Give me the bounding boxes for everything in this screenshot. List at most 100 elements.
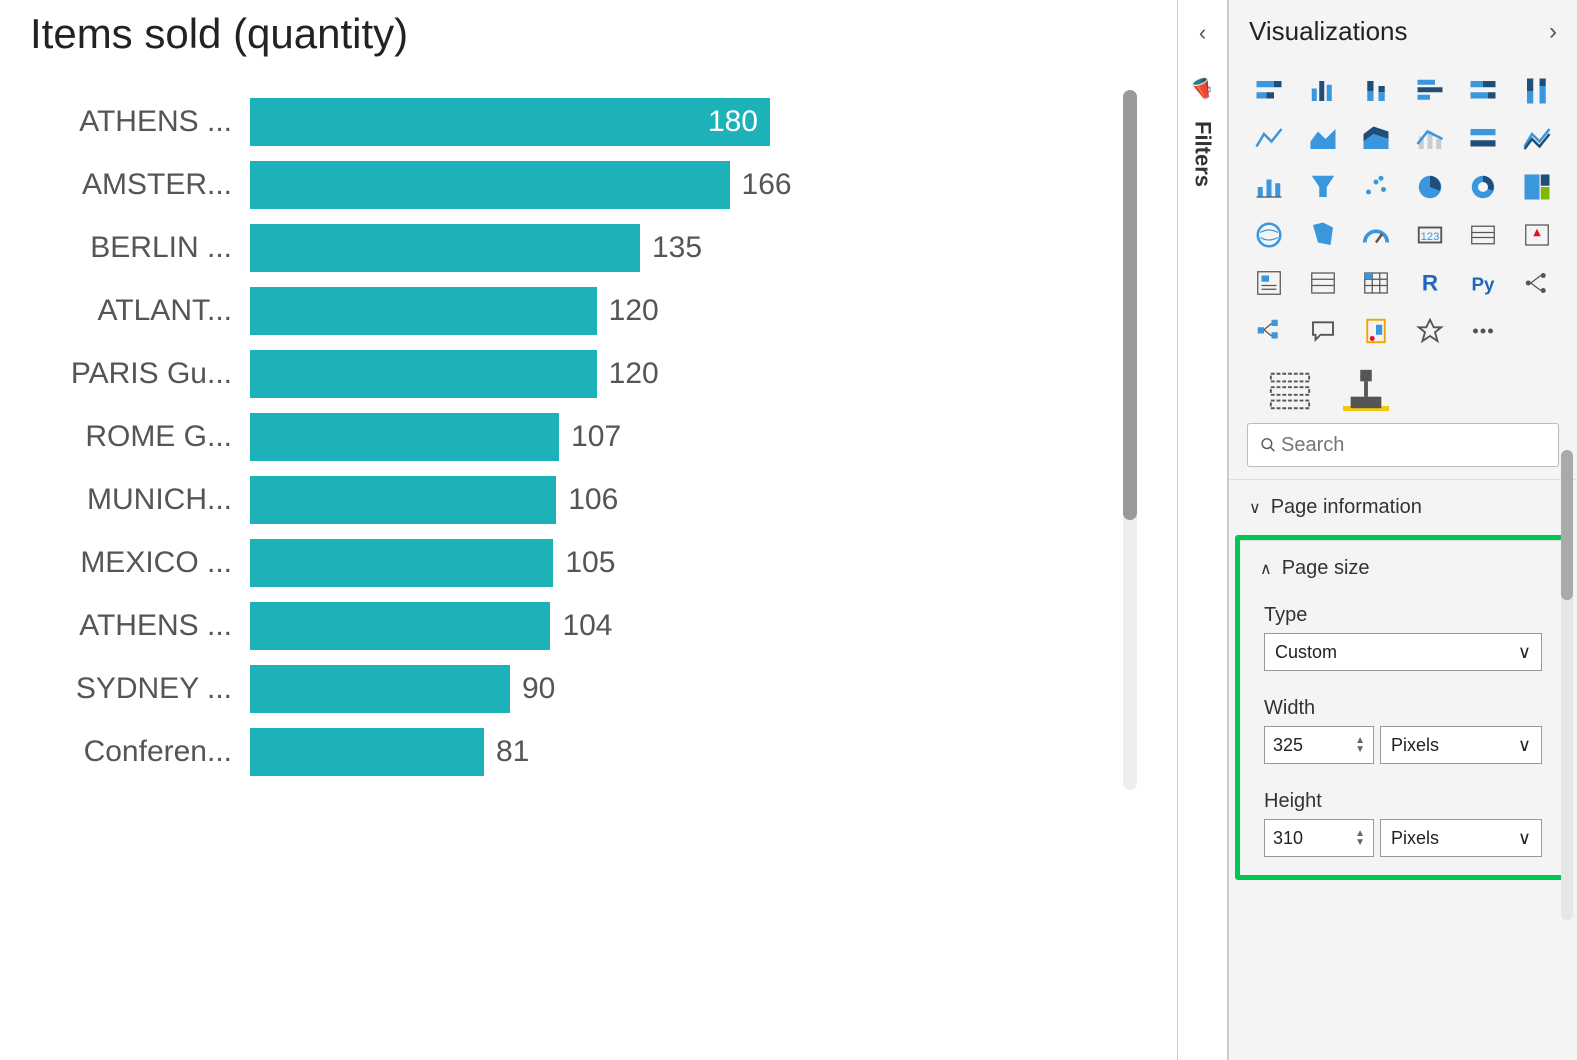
- height-unit: Pixels: [1391, 828, 1439, 849]
- bar-value: 106: [568, 483, 618, 517]
- spin-down-icon[interactable]: ▼: [1355, 745, 1365, 754]
- chevron-up-icon: ∧: [1260, 559, 1272, 579]
- bar-value: 120: [609, 294, 659, 328]
- bar[interactable]: [250, 539, 553, 587]
- row-label: BERLIN ...: [30, 231, 250, 265]
- viz-stacked-area-icon[interactable]: [1354, 119, 1398, 159]
- viz-pie-icon[interactable]: [1408, 167, 1452, 207]
- chart-row[interactable]: ATHENS ... 104: [30, 602, 1137, 650]
- bar[interactable]: [250, 350, 597, 398]
- width-unit-select[interactable]: Pixels ∨: [1380, 726, 1542, 764]
- chart-row[interactable]: ROME G...107: [30, 413, 1137, 461]
- viz-donut-icon[interactable]: [1461, 167, 1505, 207]
- viz-matrix-icon[interactable]: [1354, 263, 1398, 303]
- bar[interactable]: [250, 224, 640, 272]
- bar-track: 120: [250, 350, 1137, 398]
- viz-tab-row: [1229, 365, 1577, 411]
- height-input[interactable]: 310 ▲▼: [1264, 819, 1374, 857]
- viz-column-small-icon[interactable]: [1247, 167, 1291, 207]
- viz-funnel-icon[interactable]: [1301, 167, 1345, 207]
- page-information-header[interactable]: ∨ Page information: [1229, 480, 1577, 535]
- chart-row[interactable]: PARIS Gu...120: [30, 350, 1137, 398]
- bar[interactable]: [250, 476, 556, 524]
- expand-filters-icon[interactable]: ‹: [1199, 20, 1206, 46]
- viz-more-visuals-icon[interactable]: [1408, 311, 1452, 351]
- page-size-type-group: Type Custom ∨: [1240, 596, 1566, 671]
- bar-track: 180: [250, 98, 1137, 146]
- viz-key-influencers-icon[interactable]: [1515, 263, 1559, 303]
- viz-slicer-icon[interactable]: [1247, 263, 1291, 303]
- viz-100-stacked-bar-icon[interactable]: [1461, 71, 1505, 111]
- viz-map-icon[interactable]: [1247, 215, 1291, 255]
- format-search-box[interactable]: [1247, 423, 1559, 467]
- viz-decomposition-icon[interactable]: [1247, 311, 1291, 351]
- viz-ribbon-icon[interactable]: [1461, 119, 1505, 159]
- viz-py-visual-icon[interactable]: Py: [1461, 263, 1505, 303]
- viz-scatter-icon[interactable]: [1354, 167, 1398, 207]
- chart-scrollbar[interactable]: [1123, 90, 1137, 790]
- viz-clustered-bar-icon[interactable]: [1408, 71, 1452, 111]
- height-label: Height: [1264, 790, 1542, 813]
- format-search-input[interactable]: [1281, 434, 1546, 457]
- panel-scrollbar[interactable]: [1561, 450, 1573, 920]
- viz-kpi-icon[interactable]: [1515, 215, 1559, 255]
- type-select[interactable]: Custom ∨: [1264, 633, 1542, 671]
- row-label: ATHENS ...: [30, 609, 250, 643]
- chart-row[interactable]: AMSTER...166: [30, 161, 1137, 209]
- viz-r-visual-icon[interactable]: R: [1408, 263, 1452, 303]
- bar[interactable]: [250, 602, 550, 650]
- viz-stacked-column-icon[interactable]: [1354, 71, 1398, 111]
- bar-value: 81: [496, 735, 529, 769]
- chart-row[interactable]: MEXICO ...105: [30, 539, 1137, 587]
- fields-tab[interactable]: [1267, 371, 1313, 411]
- chart-title: Items sold (quantity): [30, 10, 1137, 58]
- visualizations-title: Visualizations: [1249, 16, 1408, 47]
- filters-pane-collapsed[interactable]: ‹ 📣 Filters: [1177, 0, 1227, 1060]
- width-input[interactable]: 325 ▲▼: [1264, 726, 1374, 764]
- chart-row[interactable]: ATHENS ...180: [30, 98, 1137, 146]
- bar[interactable]: [250, 161, 730, 209]
- viz-ellipsis-icon[interactable]: [1461, 311, 1505, 351]
- viz-paginated-icon[interactable]: [1354, 311, 1398, 351]
- format-search-wrap: [1229, 411, 1577, 479]
- chart-row[interactable]: BERLIN ...135: [30, 224, 1137, 272]
- spin-down-icon[interactable]: ▼: [1355, 838, 1365, 847]
- row-label: Conferen...: [30, 735, 250, 769]
- viz-stacked-bar-icon[interactable]: [1247, 71, 1291, 111]
- bar-track: 120: [250, 287, 1137, 335]
- format-tab[interactable]: [1343, 371, 1389, 411]
- bar-value: 104: [562, 609, 612, 643]
- height-unit-select[interactable]: Pixels ∨: [1380, 819, 1542, 857]
- collapse-viz-icon[interactable]: ›: [1549, 18, 1557, 46]
- panel-scrollbar-thumb[interactable]: [1561, 450, 1573, 600]
- bar-track: 104: [250, 602, 1137, 650]
- viz-multi-card-icon[interactable]: [1461, 215, 1505, 255]
- viz-clustered-column-icon[interactable]: [1301, 71, 1345, 111]
- bar[interactable]: [250, 728, 484, 776]
- viz-table-icon[interactable]: [1301, 263, 1345, 303]
- viz-line-clustered-icon[interactable]: [1408, 119, 1452, 159]
- bar-value: 107: [571, 420, 621, 454]
- chart-row[interactable]: Conferen... 81: [30, 728, 1137, 776]
- bar[interactable]: [250, 287, 597, 335]
- viz-card-icon[interactable]: 123: [1408, 215, 1452, 255]
- viz-gauge-icon[interactable]: [1354, 215, 1398, 255]
- bar[interactable]: [250, 413, 559, 461]
- page-size-header[interactable]: ∧ Page size: [1240, 540, 1566, 596]
- chevron-down-icon: ∨: [1249, 498, 1261, 518]
- viz-line-icon[interactable]: [1247, 119, 1291, 159]
- viz-filled-map-icon[interactable]: [1301, 215, 1345, 255]
- chart-row[interactable]: SYDNEY ...90: [30, 665, 1137, 713]
- viz-waterfall-icon[interactable]: [1515, 119, 1559, 159]
- chart-scrollbar-thumb[interactable]: [1123, 90, 1137, 520]
- row-label: MUNICH...: [30, 483, 250, 517]
- bar[interactable]: [250, 665, 510, 713]
- chart-row[interactable]: MUNICH... 106: [30, 476, 1137, 524]
- chart-row[interactable]: ATLANT...120: [30, 287, 1137, 335]
- viz-100-stacked-column-icon[interactable]: [1515, 71, 1559, 111]
- viz-qna-icon[interactable]: [1301, 311, 1345, 351]
- bar-track: 107: [250, 413, 1137, 461]
- viz-treemap-icon[interactable]: [1515, 167, 1559, 207]
- bar[interactable]: 180: [250, 98, 770, 146]
- viz-area-icon[interactable]: [1301, 119, 1345, 159]
